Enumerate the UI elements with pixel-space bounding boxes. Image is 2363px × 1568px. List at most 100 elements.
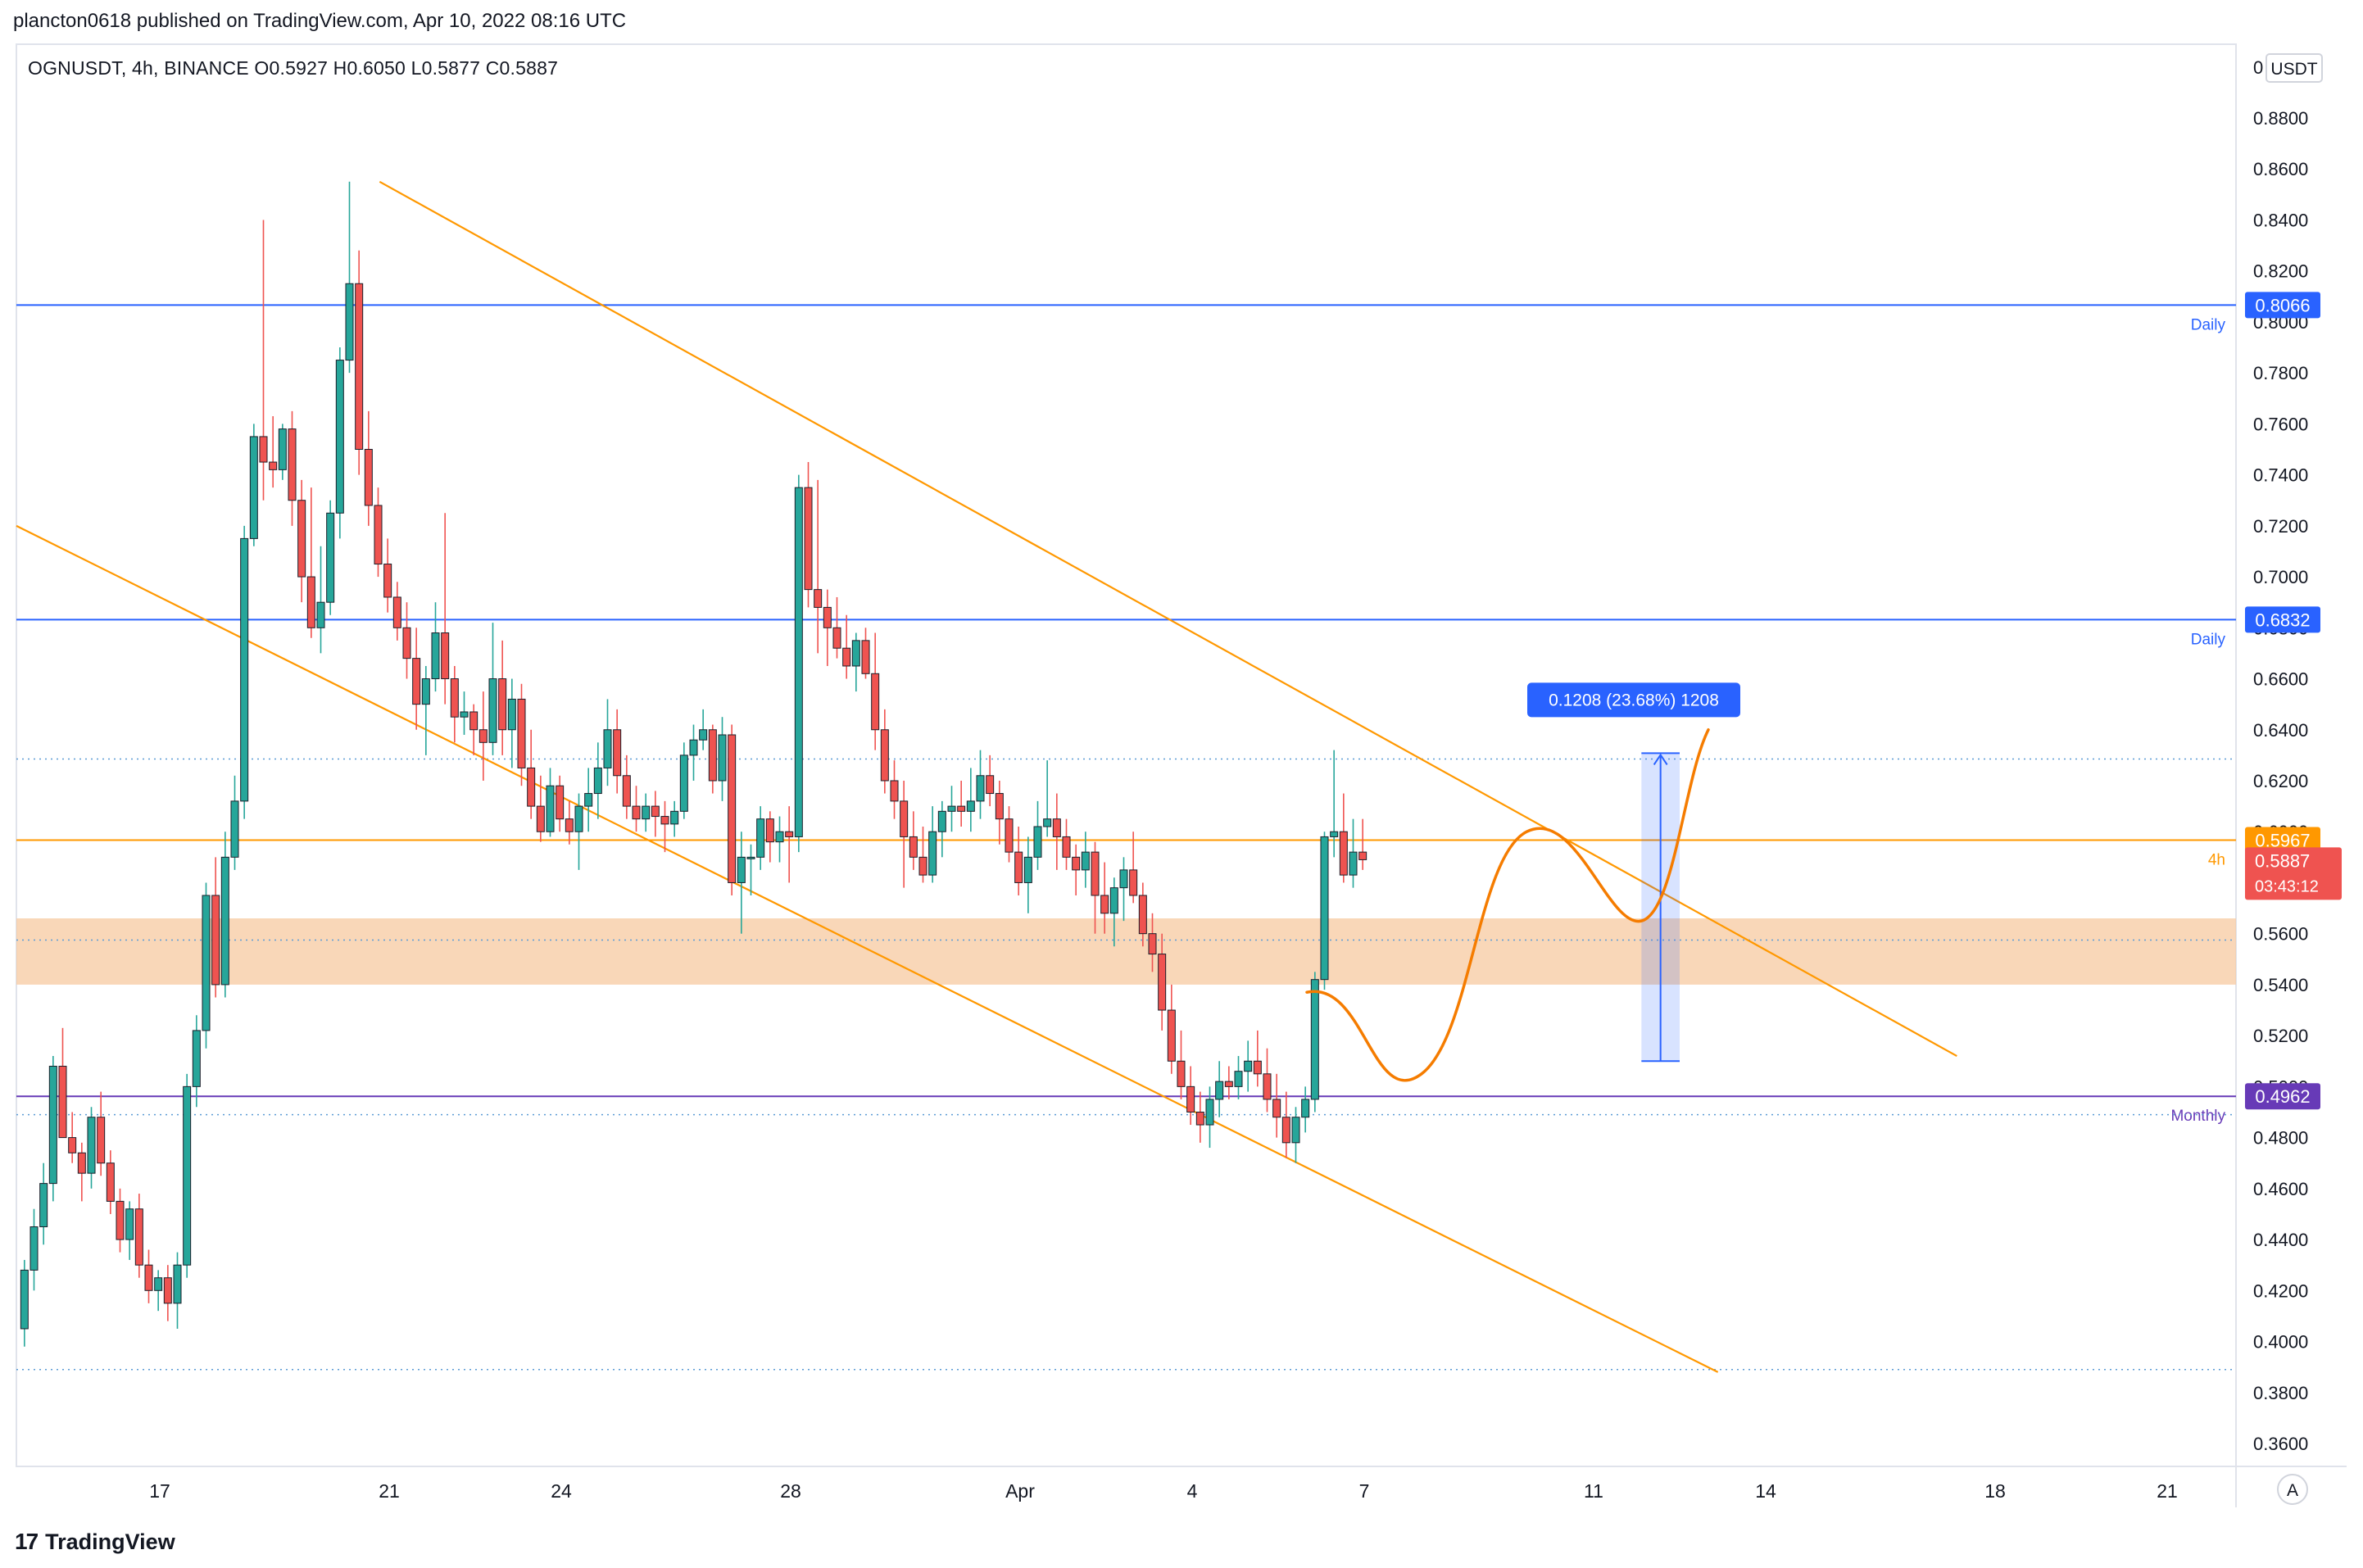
candle-body: [1167, 1009, 1176, 1062]
candle-body: [556, 785, 565, 820]
candle-body: [288, 428, 297, 501]
price-tick-label: 0.4000: [2253, 1332, 2308, 1353]
candle-body: [1148, 933, 1157, 955]
price-tick-label: 0.3600: [2253, 1434, 2308, 1454]
price-tag-monthly: [2245, 1083, 2320, 1110]
price-tick-label: 0.8600: [2253, 159, 2308, 179]
candle-body: [163, 1277, 172, 1304]
candle-body: [574, 805, 583, 832]
candle-body: [316, 601, 325, 628]
candle-body: [77, 1152, 86, 1174]
candle-body: [326, 512, 335, 603]
candle-body: [651, 805, 660, 818]
candle-body: [58, 1065, 67, 1139]
projected-price-path: [1305, 728, 1710, 1082]
last-price-text: 0.5887: [2255, 850, 2310, 871]
price-tag-daily: [2245, 606, 2320, 633]
candle-body: [679, 755, 688, 812]
candle-body: [737, 856, 746, 883]
price-range-arrow-head: [1653, 753, 1668, 765]
time-tick-label: Apr: [1005, 1480, 1035, 1502]
candle-body: [890, 780, 899, 802]
candle-body: [900, 800, 909, 837]
candle-body: [97, 1117, 106, 1164]
candle-body: [1186, 1085, 1195, 1113]
candle-body: [718, 734, 727, 782]
price-tick-label: 0.5200: [2253, 1026, 2308, 1046]
candle-body: [1263, 1073, 1272, 1100]
time-tick-label: 4: [1187, 1480, 1198, 1502]
price-tick-label: 0.4200: [2253, 1280, 2308, 1301]
price-tick-label: 0.7000: [2253, 567, 2308, 587]
candle-body: [1339, 831, 1348, 876]
candle-body: [746, 856, 755, 859]
level-label-fourh: 4h: [2208, 851, 2225, 868]
candle-body: [345, 283, 354, 361]
candle-body: [392, 596, 401, 628]
candle-body: [699, 729, 708, 741]
candle-body: [1195, 1111, 1204, 1126]
price-tick-label: 0.3800: [2253, 1383, 2308, 1403]
candle-body: [823, 606, 832, 628]
demand-zone: [16, 918, 2236, 985]
candle-body: [689, 739, 698, 756]
candle-body: [39, 1183, 48, 1228]
candle-body: [765, 818, 774, 843]
candle-body: [1177, 1060, 1186, 1087]
candle-body: [183, 1085, 192, 1266]
candle-body: [708, 729, 717, 782]
candle-body: [48, 1065, 57, 1185]
candle-body: [794, 487, 803, 837]
candle-body: [1272, 1099, 1281, 1118]
candle-body: [1253, 1060, 1262, 1075]
level-label-monthly: Monthly: [2170, 1108, 2225, 1125]
candle-body: [220, 856, 229, 986]
candle-body: [306, 576, 315, 628]
price-tick-label: 0.7800: [2253, 363, 2308, 383]
time-tick-label: 14: [1755, 1480, 1776, 1502]
candle-body: [1244, 1060, 1253, 1072]
level-label-daily: Daily: [2191, 316, 2226, 333]
candle-body: [909, 836, 918, 858]
candle-body: [536, 805, 545, 832]
price-tick-label: 0.7200: [2253, 516, 2308, 537]
price-tick-label: 0.4600: [2253, 1179, 2308, 1199]
candle-body: [192, 1030, 201, 1087]
candle-body: [450, 678, 459, 718]
auto-scale-label: A: [2287, 1481, 2298, 1500]
currency-box: [2265, 53, 2323, 83]
candle-body: [756, 818, 765, 858]
descending-channel-lower: [16, 524, 1719, 1373]
candle-body: [1138, 895, 1147, 935]
candle-body: [1014, 851, 1023, 883]
candle-body: [1062, 836, 1071, 858]
candle-body: [527, 767, 536, 807]
candle-body: [1281, 1117, 1290, 1144]
candle-body: [1119, 869, 1128, 889]
candle-body: [1091, 851, 1100, 896]
time-tick-label: 18: [1984, 1480, 2006, 1502]
auto-scale-button[interactable]: [2277, 1474, 2308, 1505]
candle-body: [211, 895, 220, 986]
candle-body: [173, 1264, 182, 1304]
time-tick-label: 28: [780, 1480, 801, 1502]
candle-body: [804, 487, 813, 591]
candle-body: [144, 1264, 153, 1291]
price-tag-fourh: [2245, 827, 2320, 854]
candle-body: [1215, 1081, 1224, 1100]
candle-body: [134, 1208, 143, 1266]
descending-channel-upper: [379, 180, 1957, 1057]
candle-body: [1109, 887, 1118, 914]
tradingview-logo[interactable]: 17 TradingView: [15, 1529, 175, 1555]
candle-body: [995, 793, 1004, 820]
candle-body: [1023, 856, 1032, 883]
candle-body: [1310, 979, 1319, 1100]
candle-body: [278, 428, 287, 470]
candle-body: [814, 589, 823, 608]
price-tick-label: 0.4400: [2253, 1230, 2308, 1250]
currency-label: USDT: [2270, 60, 2317, 79]
price-range-label: 0.1208 (23.68%) 1208: [1549, 691, 1719, 709]
candle-body: [1330, 831, 1339, 837]
candle-body: [106, 1162, 115, 1202]
